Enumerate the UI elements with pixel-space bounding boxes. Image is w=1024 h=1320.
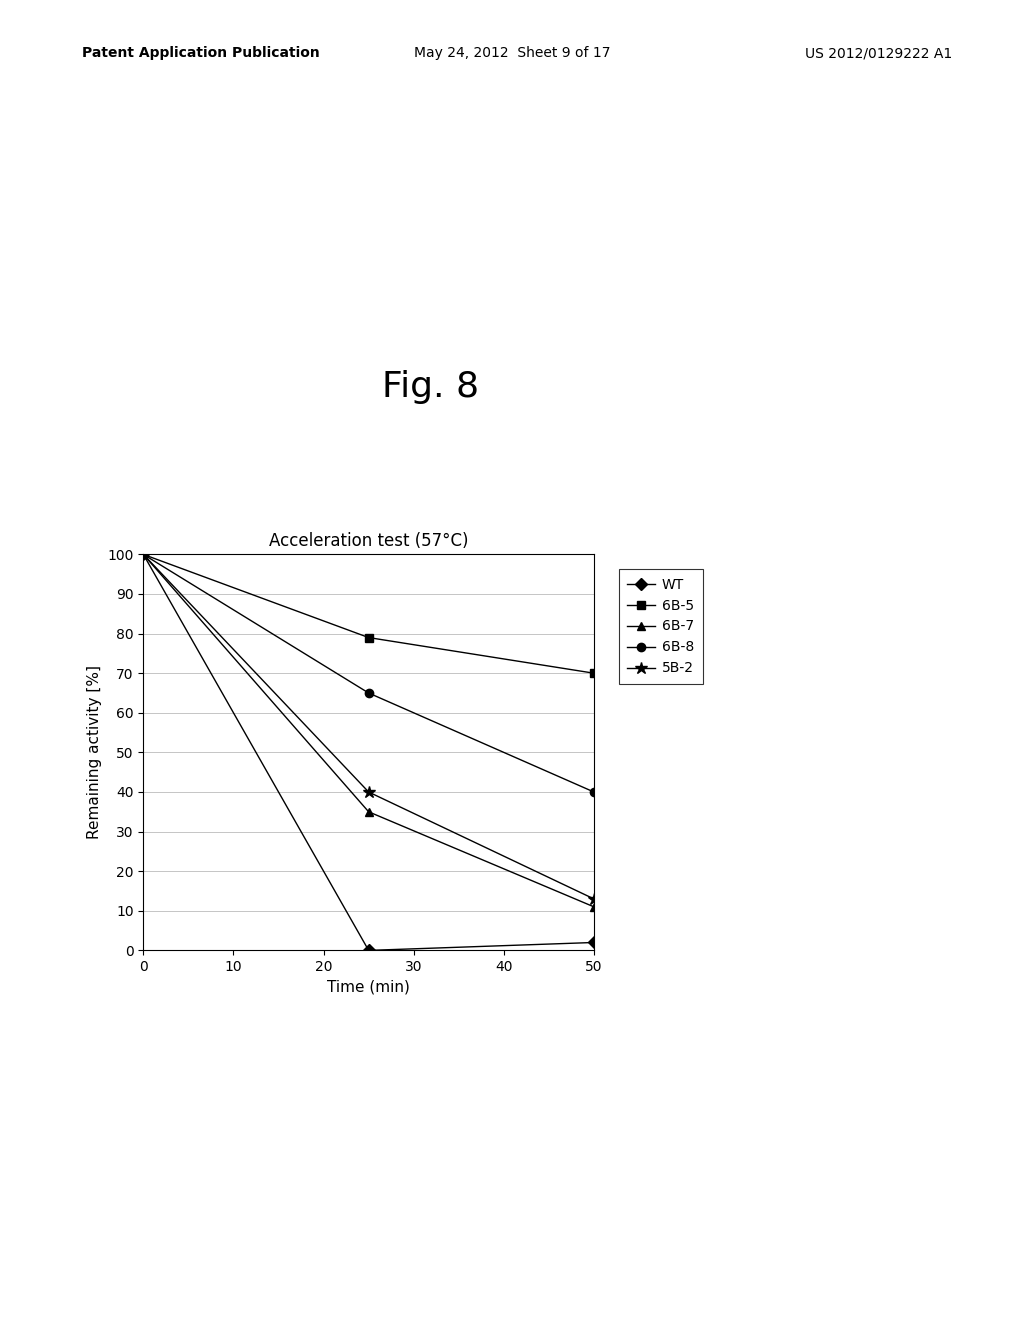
Title: Acceleration test (57°C): Acceleration test (57°C)	[269, 532, 468, 550]
Text: Patent Application Publication: Patent Application Publication	[82, 46, 319, 61]
Legend: WT, 6B-5, 6B-7, 6B-8, 5B-2: WT, 6B-5, 6B-7, 6B-8, 5B-2	[618, 569, 702, 684]
Text: Fig. 8: Fig. 8	[382, 370, 478, 404]
Text: US 2012/0129222 A1: US 2012/0129222 A1	[805, 46, 952, 61]
X-axis label: Time (min): Time (min)	[328, 979, 410, 995]
Y-axis label: Remaining activity [%]: Remaining activity [%]	[87, 665, 101, 840]
Text: May 24, 2012  Sheet 9 of 17: May 24, 2012 Sheet 9 of 17	[414, 46, 610, 61]
